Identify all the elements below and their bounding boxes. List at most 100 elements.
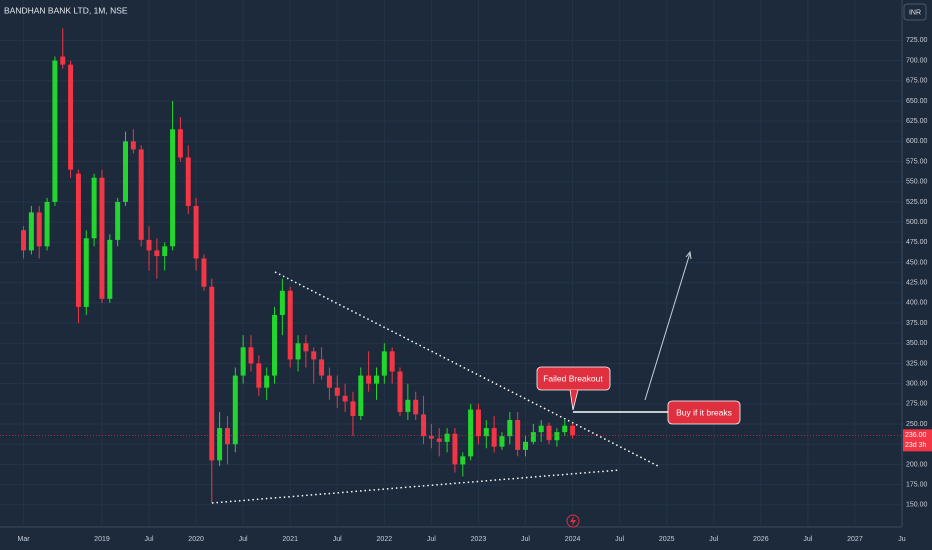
candle-body — [303, 343, 309, 352]
y-tick-label: 625.00 — [906, 118, 928, 125]
candle-body — [342, 395, 348, 402]
x-tick-label: Jul — [615, 536, 624, 543]
candles — [0, 28, 902, 504]
x-tick-label: Jul — [239, 536, 248, 543]
callout-text: Buy if it breaks — [676, 407, 732, 417]
candle-body — [366, 375, 372, 384]
last-price-box — [903, 429, 932, 452]
currency-label[interactable]: INR — [909, 9, 921, 16]
currency-button[interactable] — [903, 3, 927, 21]
candle-body — [468, 409, 474, 457]
candle-body — [311, 351, 317, 360]
candle-body — [334, 387, 340, 396]
x-tick-label: 2026 — [753, 536, 769, 543]
candle-body — [60, 56, 66, 65]
candle-body — [554, 432, 560, 441]
y-tick-label: 575.00 — [906, 158, 928, 165]
y-tick-label: 150.00 — [906, 502, 928, 509]
candle-body — [122, 141, 128, 202]
icon-circle[interactable] — [566, 514, 580, 528]
icon-bolt[interactable] — [570, 516, 576, 526]
candle-body — [91, 177, 97, 239]
candle-body — [130, 141, 136, 150]
candle-body — [115, 201, 121, 240]
candle-body — [507, 420, 513, 437]
candle-body — [177, 129, 183, 158]
candle-body — [28, 212, 34, 251]
x-tick-label: 2020 — [188, 536, 204, 543]
candle-body — [373, 375, 379, 384]
candle-body — [326, 375, 332, 388]
candle-body — [279, 290, 285, 315]
projection-arrow — [644, 252, 691, 401]
candle-body — [358, 375, 364, 416]
support-trendline — [211, 469, 621, 504]
candle-body — [232, 375, 238, 445]
candle-body — [209, 286, 215, 461]
failed-breakout-callout: Failed Breakout — [536, 366, 611, 411]
candle-body — [405, 399, 411, 412]
y-tick-label: 250.00 — [906, 421, 928, 428]
y-tick-label: 600.00 — [906, 138, 928, 145]
candle-body — [107, 239, 113, 299]
x-tick-label: Mar — [17, 536, 30, 543]
arrow-head — [685, 250, 692, 260]
candle-body — [491, 428, 497, 447]
candle-body — [240, 347, 246, 376]
grid — [0, 0, 903, 525]
x-tick-label: Jul — [145, 536, 154, 543]
callout-pointer — [569, 389, 579, 411]
price-axis — [902, 0, 932, 550]
y-tick-label: 175.00 — [906, 481, 928, 488]
candle-body — [264, 375, 270, 388]
y-tick-label: 350.00 — [906, 340, 928, 347]
candle-body — [475, 409, 481, 437]
candle-body — [217, 428, 223, 461]
x-tick-label: 2023 — [471, 536, 487, 543]
x-tick-label: Jul — [333, 536, 342, 543]
y-tick-label: 525.00 — [906, 199, 928, 206]
candle-body — [99, 177, 105, 299]
countdown-label: 23d 3h — [905, 442, 927, 449]
lightning-icon[interactable] — [566, 514, 580, 528]
x-tick-label: Jul — [803, 536, 812, 543]
candle-body — [295, 343, 301, 360]
candle-body — [36, 212, 42, 247]
candle-body — [460, 456, 466, 465]
x-tick-label: 2021 — [282, 536, 298, 543]
y-tick-label: 200.00 — [906, 461, 928, 468]
candle-body — [421, 414, 427, 437]
x-tick-label: Jul — [709, 536, 718, 543]
candle-body — [546, 425, 552, 441]
x-tick-label: 2022 — [377, 536, 393, 543]
x-tick-label: Jul — [427, 536, 436, 543]
candle-body — [146, 239, 152, 251]
callout-box — [667, 400, 741, 425]
callout-text: Failed Breakout — [543, 373, 603, 383]
y-tick-label: 375.00 — [906, 320, 928, 327]
x-tick-label: Ju — [898, 536, 906, 543]
candle-body — [52, 60, 58, 202]
candle-body — [256, 363, 262, 388]
candle-body — [185, 157, 191, 206]
candle-body — [515, 420, 521, 450]
candle-body — [21, 230, 27, 251]
y-tick-label: 500.00 — [906, 219, 928, 226]
candle-body — [224, 428, 230, 445]
y-tick-label: 400.00 — [906, 300, 928, 307]
y-tick-label: 475.00 — [906, 239, 928, 246]
candle-body — [428, 436, 434, 439]
candle-body — [413, 399, 419, 415]
y-tick-label: 300.00 — [906, 380, 928, 387]
y-tick-label: 450.00 — [906, 259, 928, 266]
chart-title: BANDHAN BANK LTD, 1M, NSE — [4, 5, 128, 15]
candle-body — [83, 238, 89, 307]
candle-body — [201, 258, 207, 287]
last-price-label: 236.00 — [905, 432, 927, 439]
y-tick-label: 675.00 — [906, 78, 928, 85]
y-tick-label: 650.00 — [906, 98, 928, 105]
candle-body — [389, 351, 395, 372]
